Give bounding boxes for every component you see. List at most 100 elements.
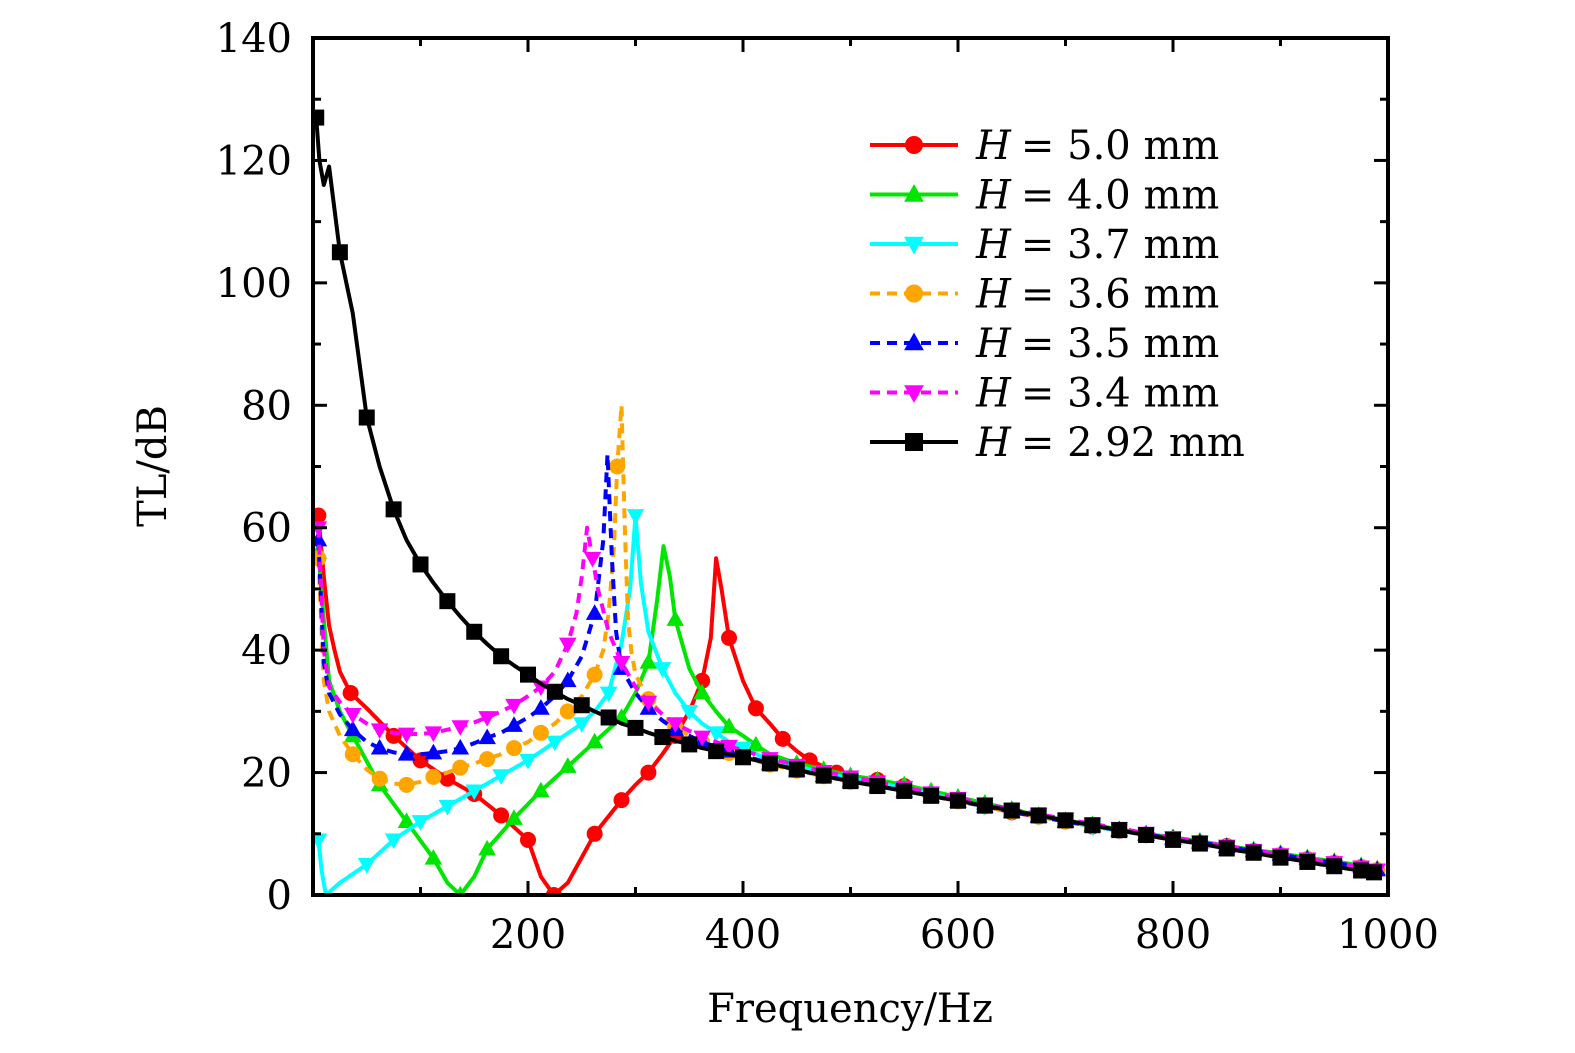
data-point: [439, 593, 456, 610]
data-point: [1353, 862, 1370, 879]
series-line: [316, 452, 1378, 872]
data-point: [721, 629, 738, 646]
data-point: [412, 556, 429, 573]
data-point: [720, 739, 738, 756]
data-point: [747, 700, 764, 717]
series-2-92mm: [313, 109, 1383, 881]
data-point: [411, 815, 430, 831]
data-point: [639, 653, 658, 669]
legend-label-value: = 3.6 mm: [1021, 272, 1219, 318]
legend-marker: [904, 385, 924, 403]
data-point: [424, 726, 443, 742]
data-point: [479, 751, 496, 768]
data-point: [558, 757, 577, 773]
data-point: [398, 776, 415, 793]
data-point: [505, 698, 523, 715]
data-point: [478, 839, 496, 856]
data-point: [370, 723, 389, 739]
data-point: [572, 717, 591, 733]
data-point: [331, 244, 348, 261]
data-point: [626, 509, 645, 525]
data-point: [680, 704, 699, 721]
y-tick-label: 60: [241, 506, 292, 552]
y-tick-label: 140: [216, 16, 292, 62]
legend-label-variable: H: [975, 123, 1012, 169]
legend-label-variable: H: [975, 420, 1012, 466]
data-point: [681, 736, 698, 753]
data-point: [599, 686, 618, 703]
data-point: [397, 727, 416, 744]
data-point: [425, 768, 442, 785]
legend-label-value: = 3.5 mm: [1021, 321, 1219, 367]
data-point: [1138, 827, 1155, 844]
data-point: [720, 717, 738, 734]
data-point: [654, 729, 671, 746]
data-point: [1245, 844, 1262, 861]
data-point: [586, 825, 603, 842]
legend-label: H = 3.5 mm: [975, 321, 1219, 367]
data-point: [1111, 822, 1128, 839]
legend-label-variable: H: [975, 173, 1012, 219]
data-point: [976, 797, 993, 814]
data-point: [693, 683, 711, 700]
data-point: [385, 501, 402, 518]
data-point: [478, 711, 496, 727]
data-point: [1003, 802, 1020, 819]
x-tick-label: 200: [490, 912, 566, 958]
data-point: [313, 530, 328, 547]
data-point: [397, 745, 416, 761]
data-point: [1191, 835, 1208, 852]
legend-label: H = 2.92 mm: [975, 420, 1245, 466]
data-point: [465, 784, 484, 801]
data-point: [666, 717, 685, 733]
x-tick-label: 600: [920, 912, 996, 958]
series-layer: [313, 109, 1387, 895]
data-point: [451, 738, 470, 755]
data-point: [384, 833, 403, 850]
legend-marker: [905, 284, 923, 303]
data-point: [609, 458, 626, 475]
data-point: [747, 735, 765, 752]
data-point: [532, 724, 549, 741]
data-point: [344, 746, 361, 763]
data-point: [424, 743, 443, 760]
legend-label: H = 4.0 mm: [975, 173, 1219, 219]
data-point: [586, 666, 603, 683]
data-point: [439, 770, 456, 787]
legend-label-value: = 2.92 mm: [1021, 420, 1245, 466]
data-point: [583, 551, 602, 568]
data-point: [520, 666, 536, 683]
legend-label-variable: H: [975, 222, 1012, 268]
data-point: [519, 753, 537, 770]
data-point: [343, 720, 362, 737]
ticks-layer: [313, 38, 1388, 895]
data-point: [505, 809, 523, 825]
y-tick-label: 40: [241, 628, 292, 674]
data-point: [735, 749, 751, 766]
data-point: [788, 761, 805, 778]
data-point: [573, 697, 590, 714]
data-point: [842, 773, 859, 790]
data-point: [613, 792, 630, 809]
data-point: [478, 728, 496, 745]
data-point: [452, 759, 469, 776]
y-tick-label: 120: [216, 138, 292, 184]
legend-label: H = 5.0 mm: [975, 123, 1219, 169]
data-point: [693, 730, 711, 747]
data-point: [666, 610, 685, 626]
legend-marker: [904, 332, 924, 351]
data-point: [343, 708, 362, 724]
data-point: [1326, 858, 1343, 875]
x-tick-label: 400: [705, 912, 781, 958]
data-point: [532, 781, 550, 798]
legend-marker: [904, 236, 924, 255]
data-point: [950, 792, 966, 809]
legend-marker: [905, 136, 923, 154]
x-tick-label: 1000: [1337, 912, 1439, 958]
legend-label-value: = 4.0 mm: [1021, 173, 1219, 219]
y-tick-label: 80: [241, 383, 292, 429]
data-point: [600, 709, 617, 726]
data-point: [1366, 864, 1383, 881]
legend-item: H = 4.0 mm: [870, 173, 1219, 219]
